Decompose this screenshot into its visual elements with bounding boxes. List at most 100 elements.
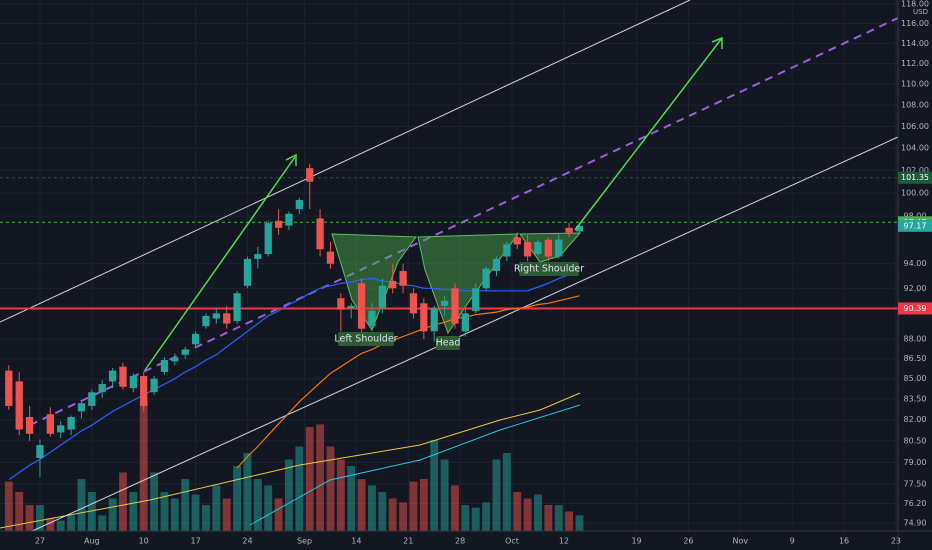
volume-bar xyxy=(222,498,231,531)
price-badge-label: 90.39 xyxy=(904,304,927,313)
volume-bar xyxy=(399,502,408,531)
grid xyxy=(0,0,898,531)
candle-body xyxy=(46,414,54,434)
volume-bar xyxy=(98,515,107,531)
candle-body xyxy=(233,293,241,322)
candle-body xyxy=(513,237,521,245)
y-tick-label: 112.00 xyxy=(901,59,929,68)
candle-body xyxy=(171,357,179,362)
axis-labels: 118.00 116.00 114.00 112.00 110.00 108.00 106.… xyxy=(35,0,932,546)
volume-bar xyxy=(160,492,169,531)
volume-bar xyxy=(119,472,127,531)
price-badge xyxy=(898,219,932,232)
candle-body xyxy=(150,378,158,393)
arrow xyxy=(144,156,296,371)
candle-body xyxy=(181,349,189,355)
candle-body xyxy=(409,293,418,314)
x-tick-label: 23 xyxy=(891,537,901,546)
x-tick-label: 21 xyxy=(403,537,413,546)
volume-bar xyxy=(502,453,511,531)
candle-body xyxy=(98,384,106,393)
y-tick-label: 74.90 xyxy=(904,519,927,528)
volume-bar xyxy=(575,515,584,531)
candle-body xyxy=(523,242,532,257)
candle-body xyxy=(461,313,469,332)
volume-bar xyxy=(336,459,345,531)
y-tick-label: 106.00 xyxy=(901,122,929,131)
volume-bar xyxy=(181,479,190,531)
price-badge-label: 101.35 xyxy=(901,173,929,182)
y-tick-label: 79.00 xyxy=(904,458,927,467)
volume-bar xyxy=(388,498,397,531)
volume-bar xyxy=(357,479,366,531)
y-tick-label: 86.50 xyxy=(904,354,927,363)
volume-bar xyxy=(264,485,273,531)
candle-body xyxy=(503,244,511,257)
volume-bar xyxy=(56,520,65,531)
candle-body xyxy=(212,313,220,319)
annotations: Left Shoulder Head Right Shoulder xyxy=(334,262,584,350)
candle-body xyxy=(88,392,96,406)
volume-bar xyxy=(565,511,574,531)
volume-bar xyxy=(368,485,376,531)
volume-bar xyxy=(170,498,179,531)
price-badge xyxy=(898,171,932,184)
channel-line xyxy=(29,136,899,533)
candle-body xyxy=(274,220,283,228)
time-axis xyxy=(0,531,898,550)
volume-bar xyxy=(554,505,563,531)
x-tick-label: 24 xyxy=(242,537,252,546)
y-tick-label: 83.50 xyxy=(904,395,927,404)
candles xyxy=(5,163,584,477)
candle-body xyxy=(565,227,573,233)
candle-body xyxy=(347,305,355,309)
x-tick-label: Oct xyxy=(505,537,519,546)
price-badge-label: 97.17 xyxy=(904,221,927,230)
volume-bar xyxy=(326,446,335,531)
candle-body xyxy=(67,416,75,430)
volume-bar xyxy=(295,446,304,531)
x-tick-label: 14 xyxy=(351,537,361,546)
moving-average xyxy=(8,270,580,481)
y-tick-label: 82.00 xyxy=(904,415,927,424)
candle-body xyxy=(191,333,200,345)
candle-body xyxy=(5,370,13,406)
volume-bar xyxy=(544,505,553,531)
y-tick-label: 77.50 xyxy=(904,480,927,489)
candle-body xyxy=(451,288,459,324)
volume-bar xyxy=(285,459,293,531)
candle-body xyxy=(368,310,376,327)
y-tick-label: 88.00 xyxy=(904,335,927,344)
volume-bar xyxy=(87,492,96,531)
candle-body xyxy=(326,251,335,264)
volume-bar xyxy=(347,466,356,531)
candle-body xyxy=(389,280,397,289)
y-tick-label: 110.00 xyxy=(901,80,929,89)
candle-body xyxy=(472,288,480,311)
candle-body xyxy=(440,300,449,306)
annotation-box xyxy=(519,262,579,276)
volume-bar xyxy=(46,518,55,531)
volume-bar xyxy=(471,507,480,531)
x-tick-label: 16 xyxy=(839,537,849,546)
candle-body xyxy=(140,376,148,406)
candle-body xyxy=(202,315,210,327)
volume-bar xyxy=(534,494,542,531)
x-tick-label: 9 xyxy=(790,537,795,546)
volume-bar xyxy=(440,459,449,531)
arrow-head xyxy=(285,153,297,166)
x-tick-label: 19 xyxy=(631,537,641,546)
candle-body xyxy=(15,381,23,430)
moving-averages xyxy=(8,270,580,481)
x-tick-label: Nov xyxy=(732,537,748,546)
volume-bar xyxy=(451,485,459,531)
y-tick-label: 100.00 xyxy=(901,189,929,198)
arrow xyxy=(574,37,723,231)
candle-body xyxy=(160,360,169,372)
candle-body xyxy=(119,366,127,387)
candle-body xyxy=(420,303,428,332)
annotation-box xyxy=(338,332,394,346)
arrows xyxy=(144,36,723,371)
